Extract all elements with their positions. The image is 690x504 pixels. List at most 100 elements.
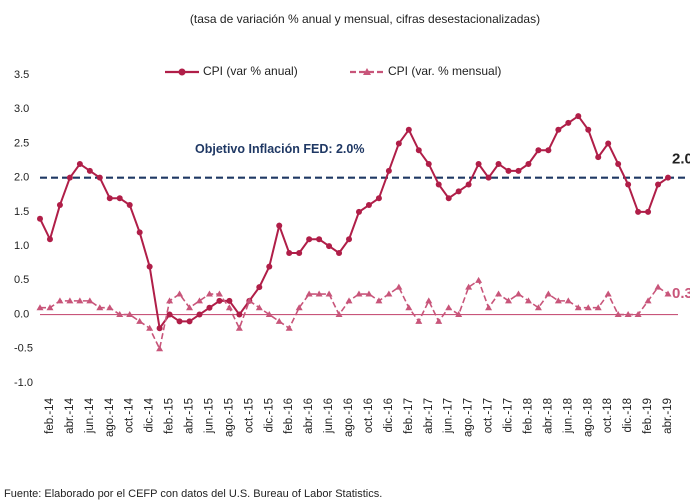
data-point bbox=[554, 297, 562, 304]
data-point bbox=[465, 283, 473, 290]
y-tick-label: 0.5 bbox=[14, 274, 29, 286]
legend-label: CPI (var % anual) bbox=[203, 64, 298, 78]
data-point bbox=[415, 317, 423, 324]
data-point bbox=[286, 249, 293, 256]
data-point bbox=[425, 160, 432, 167]
x-tick-label: jun.-14 bbox=[84, 397, 96, 434]
y-tick-label: -0.5 bbox=[14, 343, 33, 355]
x-tick-label: dic.-16 bbox=[383, 398, 395, 433]
data-point bbox=[46, 304, 54, 311]
data-point bbox=[435, 181, 442, 188]
data-point bbox=[375, 195, 382, 202]
data-point bbox=[37, 215, 43, 222]
x-tick-label: jun.-15 bbox=[203, 398, 215, 434]
x-tick-label: feb.-14 bbox=[44, 397, 56, 433]
data-point bbox=[46, 236, 53, 243]
data-point bbox=[86, 167, 93, 174]
data-point bbox=[156, 325, 163, 332]
y-tick-label: 1.5 bbox=[14, 206, 29, 218]
x-tick-label: feb.-16 bbox=[283, 398, 295, 434]
x-tick-label: ago.-17 bbox=[463, 398, 475, 437]
data-point bbox=[425, 297, 433, 304]
data-point bbox=[574, 304, 582, 311]
data-point bbox=[236, 311, 243, 318]
data-point bbox=[126, 311, 134, 318]
x-tick-label: oct.-15 bbox=[243, 398, 255, 433]
data-point bbox=[176, 318, 183, 325]
data-point bbox=[544, 290, 552, 297]
data-point bbox=[136, 317, 144, 324]
data-point bbox=[276, 222, 283, 229]
data-point bbox=[595, 154, 602, 161]
x-tick-label: abr.-15 bbox=[184, 398, 196, 434]
x-tick-label: jun.-16 bbox=[323, 398, 335, 434]
data-point bbox=[604, 290, 612, 297]
data-point bbox=[614, 311, 622, 318]
data-point bbox=[564, 297, 572, 304]
data-point bbox=[665, 174, 671, 181]
data-label: 0.3 bbox=[672, 285, 690, 302]
x-tick-label: feb.-15 bbox=[164, 398, 176, 434]
chart-subtitle: (tasa de variación % anual y mensual, ci… bbox=[190, 12, 540, 26]
data-point bbox=[96, 304, 104, 311]
data-point bbox=[405, 304, 413, 311]
data-point bbox=[365, 202, 372, 209]
x-tick-label: ago.-16 bbox=[343, 398, 355, 437]
data-point bbox=[445, 304, 453, 311]
x-tick-label: abr.-18 bbox=[542, 398, 554, 434]
data-point bbox=[355, 208, 362, 215]
data-point bbox=[365, 290, 373, 297]
data-point bbox=[106, 195, 113, 202]
data-point bbox=[584, 304, 592, 311]
data-point bbox=[106, 304, 114, 311]
x-tick-label: dic.-15 bbox=[263, 398, 275, 433]
data-point bbox=[315, 290, 323, 297]
data-point bbox=[66, 297, 74, 304]
data-point bbox=[385, 290, 393, 297]
data-point bbox=[644, 297, 652, 304]
x-tick-label: abr.-19 bbox=[662, 398, 674, 434]
data-point bbox=[575, 113, 582, 120]
y-tick-label: 1.0 bbox=[14, 240, 29, 252]
data-point bbox=[445, 195, 452, 202]
y-tick-label: 2.5 bbox=[14, 137, 29, 149]
data-point bbox=[525, 160, 532, 167]
data-point bbox=[594, 304, 602, 311]
source-note: Fuente: Elaborado por el CEFP con datos … bbox=[4, 488, 382, 500]
data-point bbox=[634, 311, 642, 318]
data-point bbox=[336, 249, 343, 256]
data-point bbox=[215, 290, 223, 297]
x-tick-label: dic.-17 bbox=[503, 398, 515, 433]
x-tick-label: ago.-14 bbox=[104, 397, 116, 437]
data-point bbox=[256, 284, 263, 291]
data-point bbox=[325, 290, 333, 297]
legend-label: CPI (var. % mensual) bbox=[388, 64, 501, 78]
data-point bbox=[415, 147, 422, 154]
data-label: 2.0 bbox=[672, 151, 690, 168]
data-point bbox=[86, 297, 94, 304]
data-point bbox=[205, 290, 213, 297]
data-point bbox=[625, 181, 632, 188]
data-point bbox=[206, 304, 213, 311]
data-point bbox=[56, 297, 64, 304]
x-tick-label: ago.-15 bbox=[223, 398, 235, 437]
data-point bbox=[76, 160, 83, 167]
data-point bbox=[405, 126, 412, 133]
data-point bbox=[475, 160, 482, 167]
legend-marker bbox=[363, 68, 371, 75]
x-tick-label: ago.-18 bbox=[582, 398, 594, 437]
data-point bbox=[66, 174, 73, 181]
data-point bbox=[116, 311, 124, 318]
data-point bbox=[615, 160, 622, 167]
data-point bbox=[216, 297, 223, 304]
y-tick-label: 2.0 bbox=[14, 172, 29, 184]
data-point bbox=[295, 304, 303, 311]
data-point bbox=[96, 174, 103, 181]
data-point bbox=[335, 311, 343, 318]
y-tick-label: 3.5 bbox=[14, 69, 29, 81]
data-point bbox=[635, 208, 642, 215]
data-point bbox=[245, 297, 253, 304]
data-point bbox=[266, 263, 273, 270]
data-point bbox=[285, 324, 293, 331]
